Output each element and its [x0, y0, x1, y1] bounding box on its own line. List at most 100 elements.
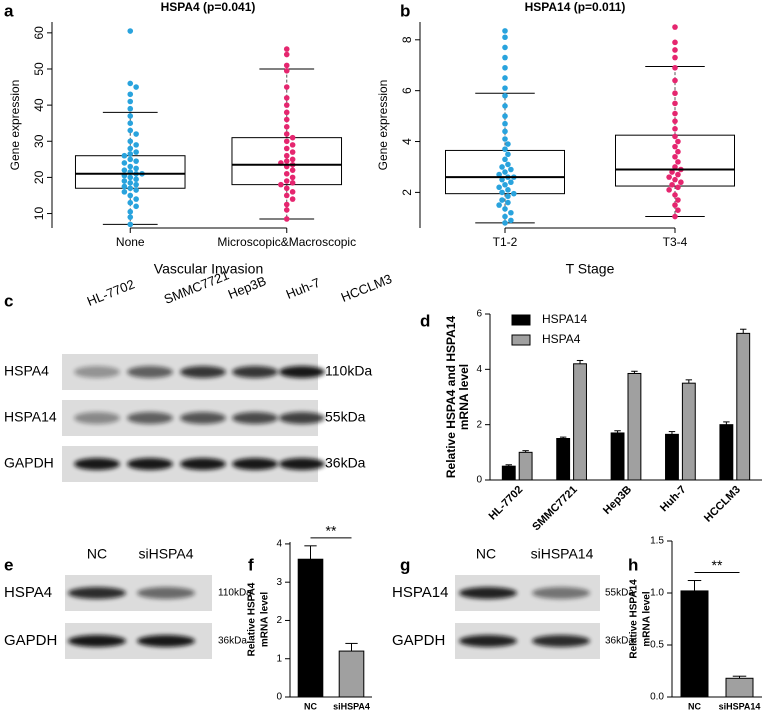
data-point — [502, 136, 508, 142]
blot-band — [532, 587, 590, 599]
data-point — [511, 190, 517, 197]
data-point — [505, 193, 511, 200]
data-point — [121, 183, 128, 190]
blot-row-label: GAPDH — [4, 455, 54, 471]
data-point — [672, 47, 678, 53]
y-tick-label: 4 — [476, 364, 482, 375]
legend-swatch — [511, 314, 531, 326]
y-tick-label: 50 — [32, 62, 46, 76]
y-tick-label: 1.0 — [650, 588, 664, 599]
x-tick-label: T1-2 — [493, 235, 518, 249]
data-point — [502, 28, 508, 34]
data-point — [672, 164, 678, 170]
x-tick-label: Hep3B — [601, 484, 634, 517]
y-tick-label: 60 — [32, 26, 46, 40]
blot-size: 110kDa — [325, 363, 372, 379]
data-point — [133, 196, 139, 202]
lane-label: Hep3B — [226, 273, 268, 302]
data-point — [508, 179, 514, 186]
data-point — [289, 174, 296, 181]
data-point — [502, 213, 508, 220]
data-point — [289, 156, 296, 163]
y-tick-label: 0.0 — [650, 692, 664, 703]
data-point — [675, 197, 681, 203]
data-point — [133, 131, 139, 137]
blot-row-label: GAPDH — [4, 632, 57, 649]
data-point — [127, 192, 134, 199]
data-point — [499, 189, 505, 196]
y-tick-label: 40 — [32, 98, 46, 112]
significance-label: ** — [326, 523, 337, 539]
panel-letter: d — [420, 311, 430, 330]
data-point — [502, 92, 508, 99]
data-point — [127, 174, 134, 181]
data-point — [672, 39, 678, 46]
y-tick-label: 2 — [276, 615, 282, 626]
legend-label: HSPA14 — [542, 312, 587, 326]
bar — [338, 650, 365, 698]
data-point — [289, 189, 296, 195]
data-point — [496, 184, 502, 191]
lane-label: HL-7702 — [85, 276, 137, 309]
data-point — [675, 184, 681, 191]
data-point — [505, 161, 511, 168]
data-point — [669, 181, 675, 188]
blot-band — [68, 587, 126, 599]
blot-band — [459, 587, 517, 599]
x-tick-label: None — [116, 235, 145, 249]
bar — [518, 451, 533, 481]
data-point — [127, 185, 134, 192]
y-tick-label: 2 — [476, 419, 482, 430]
data-point — [502, 75, 508, 81]
panel-letter: c — [4, 291, 13, 310]
data-point — [283, 178, 290, 184]
lane-label: siHSPA4 — [139, 546, 194, 562]
data-point — [672, 24, 678, 30]
data-point — [672, 153, 678, 160]
x-tick-label: Huh-7 — [658, 484, 689, 515]
data-point — [666, 174, 672, 180]
data-point — [502, 220, 508, 226]
chart-title: HSPA4 (p=0.041) — [161, 0, 256, 14]
blot-size: 36kDa — [605, 636, 634, 647]
legend-swatch — [511, 334, 531, 346]
data-point — [283, 109, 290, 116]
data-point — [289, 149, 296, 155]
data-point — [127, 208, 134, 215]
bar — [680, 590, 709, 698]
data-point — [499, 176, 505, 183]
y-tick-label: 4 — [400, 138, 414, 145]
blot-row-label: HSPA4 — [4, 584, 52, 601]
panel-letter: f — [248, 555, 254, 574]
data-point — [283, 207, 290, 213]
data-point — [502, 34, 508, 41]
significance-label: ** — [712, 557, 723, 573]
y-tick-label: 6 — [400, 87, 414, 94]
y-tick-label: 6 — [476, 309, 482, 320]
data-point — [502, 169, 508, 175]
data-point — [672, 54, 678, 61]
data-point — [289, 180, 296, 186]
y-tick-label: 0.5 — [650, 640, 664, 651]
bar — [681, 382, 696, 481]
data-point — [283, 67, 290, 74]
data-point — [672, 133, 678, 140]
data-point — [283, 51, 290, 58]
bar — [719, 424, 734, 481]
data-point — [133, 181, 139, 188]
data-point — [502, 156, 508, 163]
data-point — [283, 158, 290, 164]
data-point — [505, 151, 511, 158]
data-point — [496, 171, 502, 178]
data-point — [133, 84, 139, 90]
data-point — [675, 207, 681, 213]
data-point — [133, 158, 139, 164]
data-point — [283, 145, 290, 152]
x-tick-label: NC — [304, 701, 317, 711]
blot-band — [279, 412, 325, 424]
data-point — [496, 202, 502, 208]
blot-band — [74, 412, 120, 424]
y-tick-label: 30 — [32, 134, 46, 148]
panel-letter: h — [628, 555, 638, 574]
